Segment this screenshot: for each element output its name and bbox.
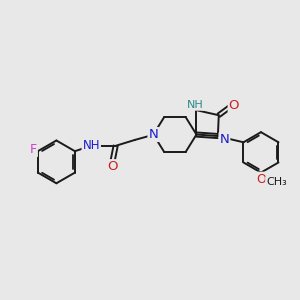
Text: CH₃: CH₃ — [266, 177, 287, 187]
Text: N: N — [148, 128, 158, 141]
Text: O: O — [256, 172, 266, 186]
Text: NH: NH — [82, 139, 100, 152]
Text: N: N — [220, 133, 229, 146]
Text: F: F — [30, 143, 37, 156]
Text: NH: NH — [187, 100, 203, 110]
Text: O: O — [107, 160, 117, 173]
Text: O: O — [229, 99, 239, 112]
